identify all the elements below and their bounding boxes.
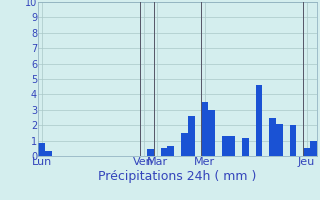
Bar <box>208 110 215 156</box>
Bar <box>222 136 228 156</box>
Bar <box>276 124 283 156</box>
Bar <box>161 148 167 156</box>
X-axis label: Précipitations 24h ( mm ): Précipitations 24h ( mm ) <box>99 170 257 183</box>
Bar <box>269 117 276 156</box>
Bar <box>290 125 296 156</box>
Bar <box>310 141 317 156</box>
Bar <box>181 133 188 156</box>
Bar <box>256 85 262 156</box>
Bar <box>242 138 249 156</box>
Bar <box>167 146 174 156</box>
Bar <box>188 116 195 156</box>
Bar <box>45 151 52 156</box>
Bar <box>201 102 208 156</box>
Bar <box>303 148 310 156</box>
Bar <box>228 136 235 156</box>
Bar <box>38 143 45 156</box>
Bar <box>147 149 154 156</box>
